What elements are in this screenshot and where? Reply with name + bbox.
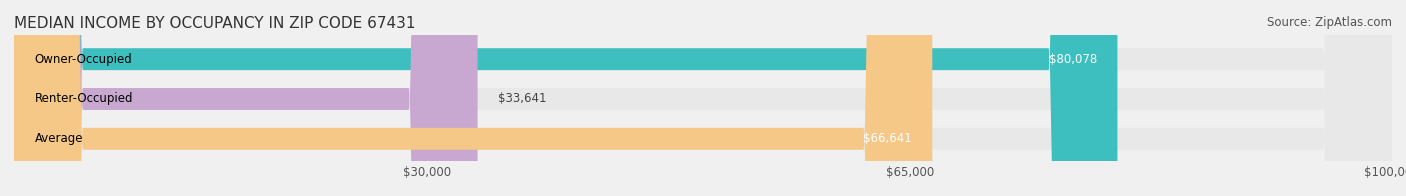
FancyBboxPatch shape xyxy=(14,0,1118,196)
Text: Source: ZipAtlas.com: Source: ZipAtlas.com xyxy=(1267,16,1392,29)
Text: Owner-Occupied: Owner-Occupied xyxy=(35,53,132,66)
FancyBboxPatch shape xyxy=(14,0,1392,196)
FancyBboxPatch shape xyxy=(14,0,932,196)
FancyBboxPatch shape xyxy=(14,0,1392,196)
FancyBboxPatch shape xyxy=(14,0,478,196)
Text: Renter-Occupied: Renter-Occupied xyxy=(35,93,134,105)
Text: MEDIAN INCOME BY OCCUPANCY IN ZIP CODE 67431: MEDIAN INCOME BY OCCUPANCY IN ZIP CODE 6… xyxy=(14,16,416,31)
FancyBboxPatch shape xyxy=(14,0,1392,196)
Text: $80,078: $80,078 xyxy=(1049,53,1097,66)
Text: Average: Average xyxy=(35,132,83,145)
Text: $66,641: $66,641 xyxy=(863,132,911,145)
Text: $33,641: $33,641 xyxy=(498,93,547,105)
